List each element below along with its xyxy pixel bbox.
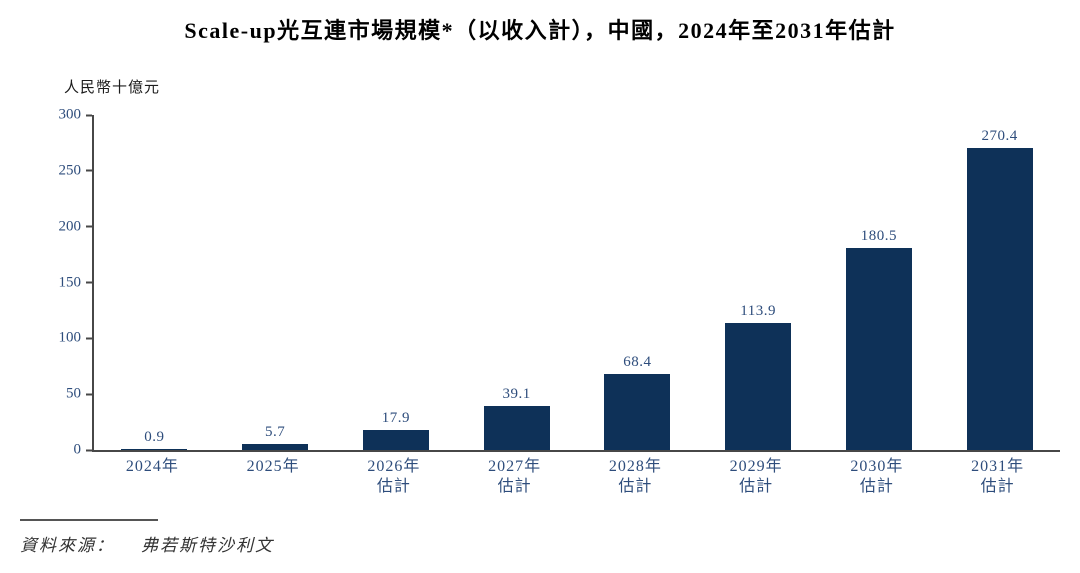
bar-value-label: 113.9 xyxy=(740,302,776,319)
source-line: 資料來源： 弗若斯特沙利文 xyxy=(20,531,274,556)
y-tick-mark xyxy=(86,114,92,116)
x-axis-label-2031: 2031年 估計 xyxy=(971,458,1025,495)
bar-value-label: 0.9 xyxy=(144,429,165,445)
bars-container: 0.9 5.7 17.9 39.1 68.4 113.9 xyxy=(94,115,1060,450)
y-axis-tick: 250 xyxy=(49,162,92,179)
y-axis-tick: 100 xyxy=(49,330,92,347)
source-label: 資料來源： xyxy=(20,536,115,555)
y-tick-label: 250 xyxy=(58,162,82,179)
bar-value-label: 17.9 xyxy=(381,410,410,427)
bar-2025 xyxy=(242,443,309,450)
bar-2029 xyxy=(725,322,792,450)
bar-2024 xyxy=(121,449,188,450)
x-axis-label-2025: 2025年 xyxy=(246,458,300,475)
bar-group-2026: 17.9 xyxy=(336,115,457,450)
source-value: 弗若斯特沙利文 xyxy=(141,536,274,555)
y-tick-mark xyxy=(86,225,92,228)
bar-group-2025: 5.7 xyxy=(215,115,336,450)
source-divider xyxy=(20,519,158,521)
bar-value-label: 5.7 xyxy=(265,423,286,440)
chart-title: Scale-up光互連市場規模*（以收入計），中國，2024年至2031年估計 xyxy=(184,18,896,43)
bar-group-2030: 180.5 xyxy=(819,115,940,450)
bar-value-label: 180.5 xyxy=(860,228,897,245)
y-tick-label: 50 xyxy=(66,385,81,402)
y-axis-tick: 300 xyxy=(49,107,92,124)
y-axis-unit-label: 人民幣十億元 xyxy=(64,80,161,96)
x-axis-label-2028: 2028年 估計 xyxy=(608,458,662,495)
bar-2031 xyxy=(966,148,1033,450)
bar-2026 xyxy=(362,430,429,450)
y-tick-label: 150 xyxy=(58,274,82,290)
bar-2028 xyxy=(604,373,671,450)
bar-group-2027: 39.1 xyxy=(456,115,577,450)
y-tick-label: 100 xyxy=(58,329,82,346)
y-axis-tick: 50 xyxy=(49,386,92,403)
y-axis-tick: 150 xyxy=(49,274,92,291)
plot-area: 300 250 200 150 100 50 0 0.9 xyxy=(59,107,1060,458)
x-axis-labels: 2024年 2025年 2026年 估計 2027年 估計 2028年 估計 2… xyxy=(92,457,1058,497)
x-axis-label-2030: 2030年 估計 xyxy=(850,458,904,495)
y-axis-tick: 200 xyxy=(49,218,92,235)
y-tick-mark xyxy=(86,393,92,396)
bar-2027 xyxy=(483,406,550,450)
bar-group-2029: 113.9 xyxy=(698,115,819,450)
y-axis-tick: 0 xyxy=(49,442,92,459)
bar-value-label: 68.4 xyxy=(623,353,652,370)
bar-value-label: 270.4 xyxy=(981,128,1018,145)
bar-group-2031: 270.4 xyxy=(939,115,1060,450)
y-tick-mark xyxy=(86,281,92,284)
bar-value-label: 39.1 xyxy=(502,386,531,403)
x-axis-label-2027: 2027年 估計 xyxy=(488,458,542,495)
bar-group-2024: 0.9 xyxy=(94,115,215,450)
y-tick-mark xyxy=(86,169,92,172)
bar-group-2028: 68.4 xyxy=(577,115,698,450)
bar-2030 xyxy=(845,248,912,450)
y-tick-mark xyxy=(86,449,92,451)
x-axis-label-2029: 2029年 估計 xyxy=(729,458,783,495)
y-tick-mark xyxy=(86,337,92,340)
y-tick-label: 300 xyxy=(58,106,82,123)
x-axis-label-2026: 2026年 估計 xyxy=(367,458,421,495)
x-axis-label-2024: 2024年 xyxy=(125,458,179,475)
y-tick-label: 200 xyxy=(58,218,82,235)
y-tick-label: 0 xyxy=(73,441,82,458)
